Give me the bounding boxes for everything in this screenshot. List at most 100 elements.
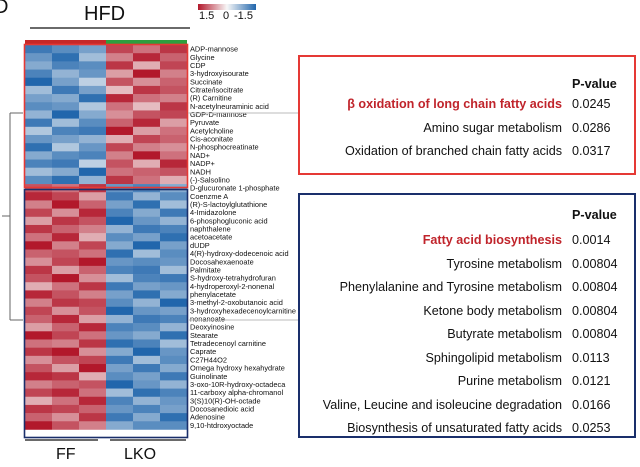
- heatmap-cell: [25, 77, 52, 87]
- pathway-name: Tyrosine metabolism: [446, 256, 562, 271]
- metabolite-label: naphthalene: [190, 225, 231, 234]
- metabolite-label: Omega hydroxy hexahydrate: [190, 364, 285, 373]
- heatmap-cell: [106, 167, 133, 177]
- heatmap-cell: [160, 69, 187, 79]
- heatmap-cell: [25, 110, 52, 119]
- heatmap-cell: [25, 241, 52, 250]
- metabolite-label: (R) Carnitine: [190, 94, 232, 103]
- metabolite-label: 9,10-htdroxyoctade: [190, 421, 253, 430]
- heatmap-cell: [79, 102, 106, 111]
- metabolite-label: NAD+: [190, 151, 210, 160]
- heatmap-cell: [25, 339, 52, 348]
- heatmap-cell: [160, 110, 187, 119]
- heatmap-cell: [25, 265, 52, 275]
- heatmap-cell: [160, 380, 187, 389]
- heatmap-cell: [25, 94, 52, 103]
- heatmap-cell: [79, 118, 106, 128]
- heatmap-cell: [52, 241, 79, 250]
- metabolite-label: 3-hydroxyhexadecenoylcarnitine: [190, 306, 296, 315]
- metabolite-label: C27H44O2: [190, 355, 227, 364]
- pathway-name: Valine, Leucine and isoleucine degradati…: [322, 397, 562, 412]
- heatmap-cell: [25, 396, 52, 406]
- heatmap-cell: [52, 355, 79, 365]
- heatmap-cell: [160, 282, 187, 291]
- heatmap-cell: [106, 372, 133, 381]
- heatmap-cell: [25, 143, 52, 152]
- heatmap-cell: [106, 151, 133, 160]
- heatmap-cell: [160, 274, 187, 283]
- heatmap-cell: [106, 314, 133, 324]
- heatmap-cell: [79, 192, 106, 201]
- heatmap-cell: [133, 265, 160, 275]
- heatmap-cell: [106, 224, 133, 234]
- pathway-name: β oxidation of long chain fatty acids: [347, 97, 562, 111]
- heatmap-cell: [25, 355, 52, 365]
- heatmap-cell: [79, 257, 106, 267]
- metabolite-label: Glycine: [190, 53, 215, 62]
- heatmap-cell: [160, 175, 187, 185]
- heatmap-cell: [79, 151, 106, 160]
- heatmap-cell: [79, 249, 106, 258]
- cluster-box-top: [23, 43, 189, 189]
- heatmap-cell: [79, 306, 106, 316]
- heatmap-cell: [52, 265, 79, 275]
- heatmap-cell: [79, 282, 106, 291]
- heatmap-cell: [52, 85, 79, 95]
- metabolite-label: 3-hydroxyisourate: [190, 69, 249, 78]
- heatmap-cell: [133, 167, 160, 177]
- heatmap-cell: [106, 306, 133, 316]
- scale-label-mid: 0: [223, 10, 230, 22]
- heatmap-cell: [25, 306, 52, 316]
- heatmap-cell: [79, 388, 106, 398]
- metabolite-label: N-acetylneuraminic acid: [190, 102, 269, 111]
- metabolite-label: Succinate: [190, 77, 222, 86]
- heatmap-cell: [52, 94, 79, 103]
- heatmap-cell: [79, 77, 106, 87]
- heatmap-cell: [106, 118, 133, 128]
- heatmap-cell: [106, 331, 133, 340]
- heatmap-cell: [133, 151, 160, 160]
- heatmap-cell: [106, 249, 133, 258]
- heatmap-cell: [133, 77, 160, 87]
- heatmap-cell: [79, 85, 106, 95]
- metabolite-label: 4-Imidazolone: [190, 208, 236, 217]
- heatmap-cell: [133, 175, 160, 185]
- metabolite-label: D-glucuronate 1-phosphate: [190, 184, 280, 193]
- heatmap-cell: [160, 323, 187, 332]
- heatmap-cell: [79, 404, 106, 414]
- heatmap-cell: [25, 61, 52, 70]
- metabolite-label: Guinolinate: [190, 372, 227, 381]
- heatmap-cell: [52, 159, 79, 168]
- heatmap-cell: [52, 69, 79, 79]
- heatmap-cell: [52, 413, 79, 422]
- heatmap-cell: [106, 413, 133, 422]
- heatmap-cell: [133, 118, 160, 128]
- metabolite-label: Adenosine: [190, 413, 225, 422]
- heatmap-cell: [106, 404, 133, 414]
- heatmap-cells: [25, 45, 187, 430]
- heatmap-cell: [106, 265, 133, 275]
- pathway-pvalue: 0.0121: [572, 374, 611, 388]
- row-dendrogram: [2, 112, 23, 321]
- heatmap-cell: [79, 331, 106, 340]
- heatmap-cell: [25, 274, 52, 283]
- heatmap-cell: [52, 61, 79, 70]
- heatmap-cell: [25, 331, 52, 340]
- heatmap-cell: [106, 298, 133, 308]
- heatmap-cell: [25, 364, 52, 373]
- heatmap-cell: [133, 143, 160, 152]
- heatmap-cell: [160, 339, 187, 348]
- heatmap-cell: [160, 151, 187, 160]
- heatmap-cell: [160, 200, 187, 209]
- heatmap-cell: [133, 331, 160, 340]
- heatmap-cell: [25, 404, 52, 414]
- heatmap-cell: [160, 53, 187, 62]
- heatmap-cell: [133, 102, 160, 111]
- heatmap-cell: [160, 404, 187, 414]
- heatmap-cell: [25, 257, 52, 267]
- heatmap-cell: [106, 192, 133, 201]
- heatmap-cell: [25, 159, 52, 168]
- metabolite-label: Cis-aconitate: [190, 135, 233, 144]
- heatmap-cell: [160, 413, 187, 422]
- heatmap-cell: [106, 77, 133, 87]
